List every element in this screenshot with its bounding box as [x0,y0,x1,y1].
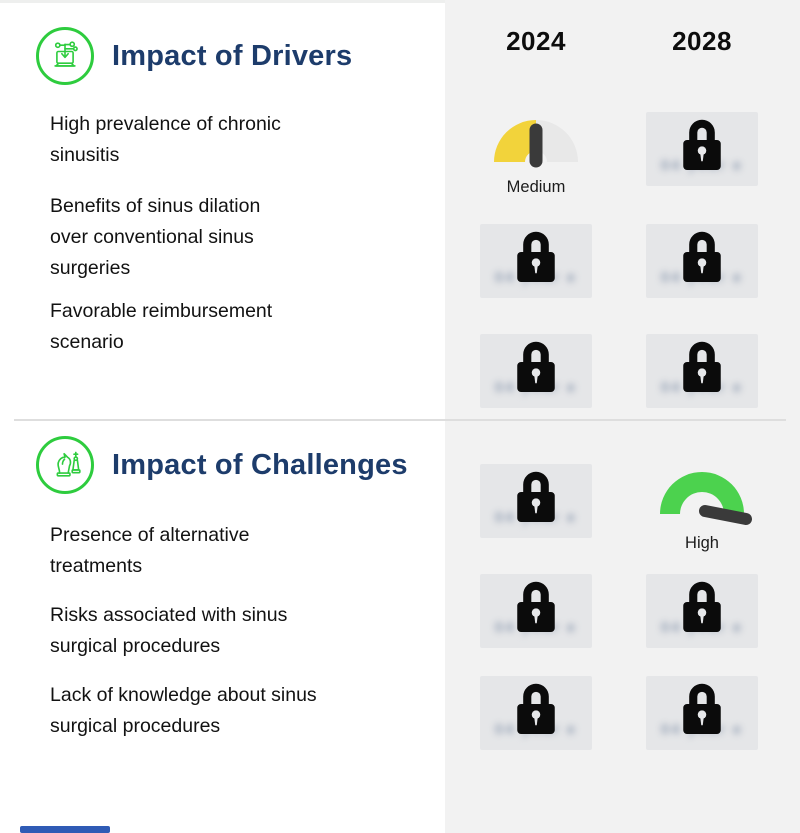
gauge-challenges-1-2028: High [646,462,758,553]
locked-tile-drivers-3-2024: 04 year e [480,334,592,408]
gauge-high-dial [660,472,752,525]
challenge-item-1: Presence of alternative treatments [50,524,250,577]
lock-icon [683,119,721,170]
challenges-section-header: Impact of Challenges [36,436,408,494]
locked-tile-challenges-2-2028: 04 year e [646,574,758,648]
drivers-section-header: Impact of Drivers [36,27,352,85]
locked-tile-drivers-2-2024: 04 year e [480,224,592,298]
driver-item-1: High prevalence of chronic sinusitis [50,113,281,166]
drivers-section-title: Impact of Drivers [112,39,353,72]
locked-tile-challenges-3-2028: 04 year e [646,676,758,750]
horizontal-scrollbar-thumb[interactable] [20,826,110,833]
lock-icon [683,581,721,632]
challenges-section-title: Impact of Challenges [112,448,408,481]
lock-icon [517,341,555,392]
top-divider [0,0,445,3]
lock-icon [683,231,721,282]
gauge-high-label: High [685,534,719,552]
gauge-needle [699,505,752,525]
chess-pieces-icon [36,436,94,494]
drivers-icon-glyph [54,41,78,67]
gauge-medium-dial [494,120,578,168]
challenge-item-2: Risks associated with sinus surgical pro… [50,604,288,657]
section-divider [14,419,786,421]
locked-tile-drivers-3-2028: 04 year e [646,334,758,408]
challenges-icon-glyph [56,451,81,477]
column-header-2024: 2024 [506,26,566,56]
locked-tile-drivers-2-2028: 04 year e [646,224,758,298]
driver-item-3: Favorable reimbursement scenario [50,300,273,353]
lock-icon [517,683,555,734]
driver-item-2: Benefits of sinus dilation over conventi… [50,195,261,279]
locked-tile-challenges-1-2024: 04 year e [480,464,592,538]
locked-tile-drivers-1-2028: 04 year e [646,112,758,186]
lock-icon [517,231,555,282]
digital-drivers-icon [36,27,94,85]
lock-icon [517,581,555,632]
locked-tile-challenges-2-2024: 04 year e [480,574,592,648]
lock-icon [517,471,555,522]
gauge-drivers-1-2024: Medium [480,110,592,197]
challenge-item-3: Lack of knowledge about sinus surgical p… [50,684,317,737]
lock-icon [683,341,721,392]
column-header-2028: 2028 [672,26,732,56]
lock-icon [683,683,721,734]
locked-tile-challenges-3-2024: 04 year e [480,676,592,750]
gauge-medium-label: Medium [506,178,566,196]
